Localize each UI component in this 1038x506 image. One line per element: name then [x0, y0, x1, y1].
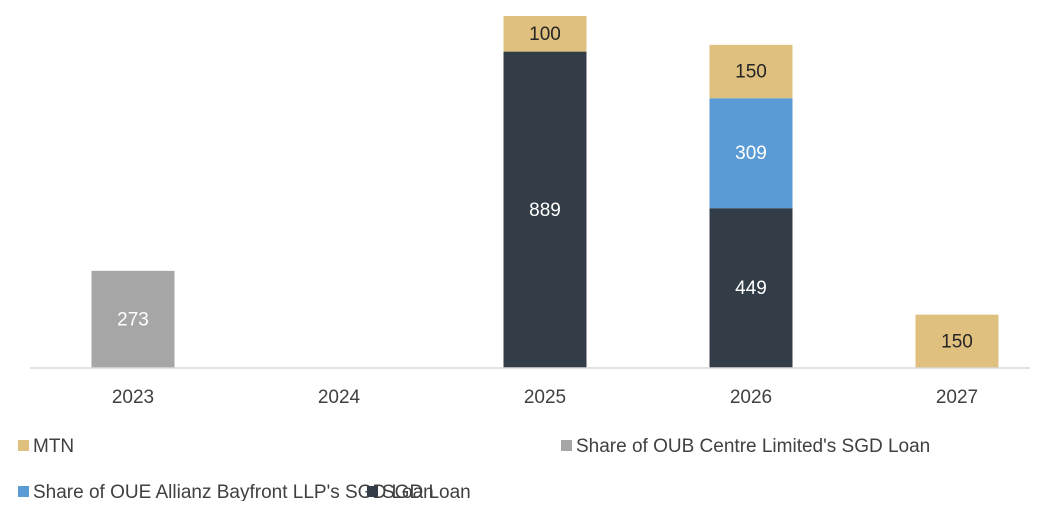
bar-segment [503, 16, 587, 52]
x-tick-label: 2025 [524, 387, 566, 408]
data-label: 273 [117, 309, 149, 330]
legend-swatch [18, 440, 29, 451]
data-label: 309 [735, 143, 767, 164]
x-tick-label: 2023 [112, 387, 154, 408]
x-tick-label: 2026 [730, 387, 772, 408]
legend-swatch [18, 486, 29, 497]
data-label: 889 [529, 200, 561, 221]
bar-segment [503, 51, 587, 369]
data-label: 100 [529, 24, 561, 45]
legend-label: Share of OUE Allianz Bayfront LLP's SGD … [33, 482, 434, 501]
bar-segment [709, 98, 793, 209]
data-label: 150 [735, 62, 767, 83]
legend-swatch [367, 486, 378, 497]
data-label: 150 [941, 331, 973, 352]
bar-segment [709, 208, 793, 368]
bar-segment [709, 44, 793, 99]
bar-segment [91, 270, 175, 368]
data-label: 449 [735, 278, 767, 299]
legend-label: SGD Loan [382, 482, 471, 501]
x-tick-label: 2024 [318, 387, 361, 408]
legend-label: MTN [33, 436, 74, 457]
legend-swatch [561, 440, 572, 451]
x-tick-label: 2027 [936, 387, 978, 408]
legend-label: Share of OUB Centre Limited's SGD Loan [576, 436, 930, 457]
bar-segment [915, 314, 999, 368]
